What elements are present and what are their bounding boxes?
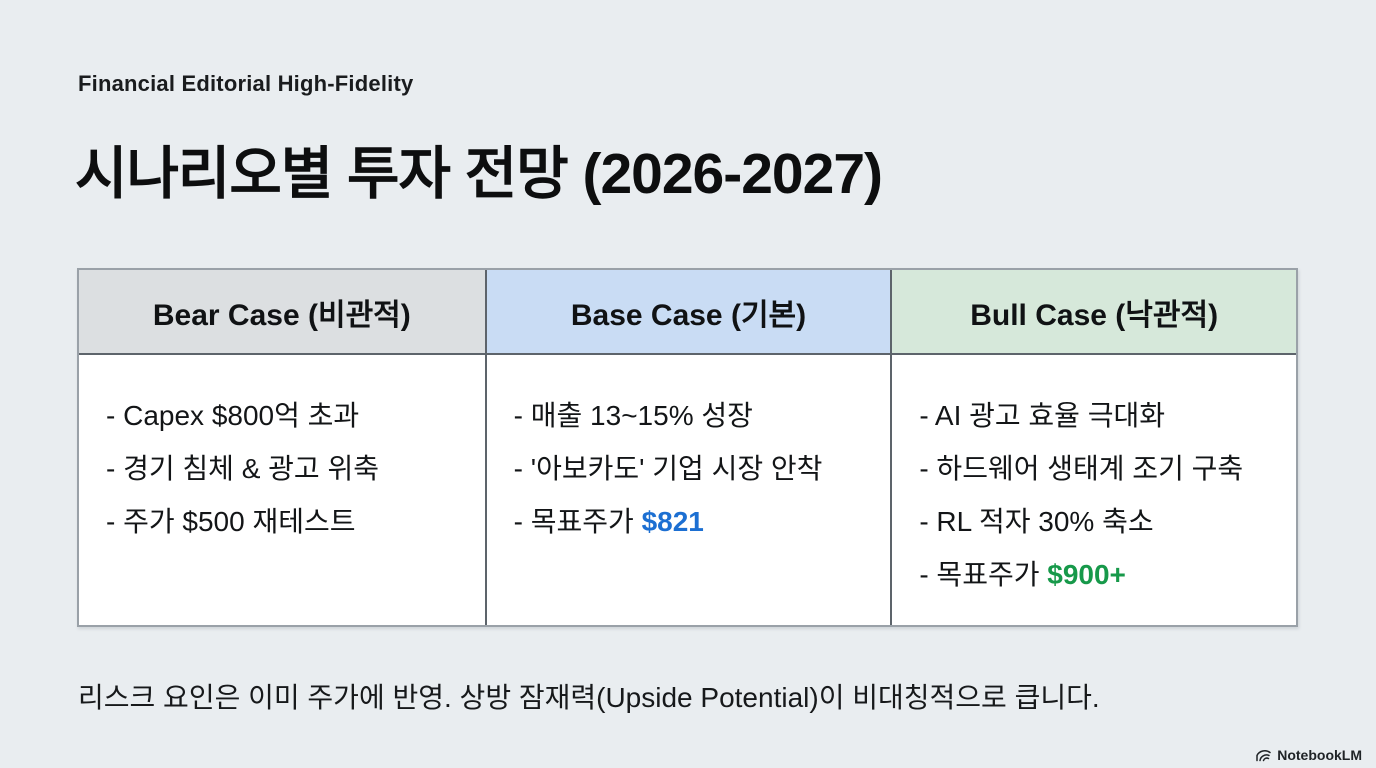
column-header-bear: Bear Case (비관적) — [79, 270, 485, 355]
page-title: 시나리오별 투자 전망 (2026-2027) — [75, 142, 883, 206]
bullet-item: - 목표주가 $900+ — [919, 548, 1276, 601]
bullet-text: - RL 적자 30% 축소 — [919, 506, 1154, 537]
bullet-item: - Capex $800억 초과 — [106, 389, 465, 442]
bullet-text: - 경기 침체 & 광고 위축 — [106, 453, 379, 484]
bullet-item: - AI 광고 효율 극대화 — [919, 389, 1276, 442]
notebooklm-brand: NotebookLM — [1255, 747, 1362, 763]
bullet-text: - '아보카도' 기업 시장 안착 — [513, 453, 823, 484]
bullet-text: - Capex $800억 초과 — [106, 400, 360, 431]
bullet-text: - 목표주가 — [919, 559, 1048, 590]
column-body-base: - 매출 13~15% 성장 - '아보카도' 기업 시장 안착 - 목표주가 $8… — [484, 355, 891, 625]
kicker-label: Financial Editorial High-Fidelity — [78, 71, 414, 96]
column-header-base: Base Case (기본) — [484, 270, 891, 355]
column-body-bear: - Capex $800억 초과 - 경기 침체 & 광고 위축 - 주가 $500… — [79, 355, 485, 625]
notebooklm-icon — [1255, 749, 1272, 762]
column-header-bull: Bull Case (낙관적) — [890, 270, 1296, 355]
bullet-item: - 하드웨어 생태계 조기 구축 — [919, 442, 1276, 495]
bullet-item: - RL 적자 30% 축소 — [919, 495, 1276, 548]
bullet-text: - 하드웨어 생태계 조기 구축 — [919, 453, 1244, 484]
brand-label: NotebookLM — [1277, 747, 1362, 763]
bullet-item: - 매출 13~15% 성장 — [514, 389, 871, 442]
column-body-bull: - AI 광고 효율 극대화 - 하드웨어 생태계 조기 구축 - RL 적자 30… — [890, 355, 1296, 625]
price-target-highlight: $821 — [641, 506, 704, 537]
bullet-item: - '아보카도' 기업 시장 안착 — [514, 442, 871, 495]
scenario-table: Bear Case (비관적) Base Case (기본) Bull Case (… — [77, 268, 1298, 627]
bullet-item: - 목표주가 $821 — [514, 495, 871, 548]
bullet-text: - 매출 13~15% 성장 — [513, 400, 753, 431]
bullet-text: - 목표주가 — [513, 506, 642, 537]
bullet-item: - 주가 $500 재테스트 — [106, 495, 465, 548]
bullet-text: - 주가 $500 재테스트 — [106, 506, 356, 537]
footnote-text: 리스크 요인은 이미 주가에 반영. 상방 잠재력(Upside Potenti… — [78, 682, 1100, 713]
price-target-highlight: $900+ — [1047, 559, 1126, 590]
bullet-item: - 경기 침체 & 광고 위축 — [106, 442, 465, 495]
bullet-text: - AI 광고 효율 극대화 — [919, 400, 1166, 431]
